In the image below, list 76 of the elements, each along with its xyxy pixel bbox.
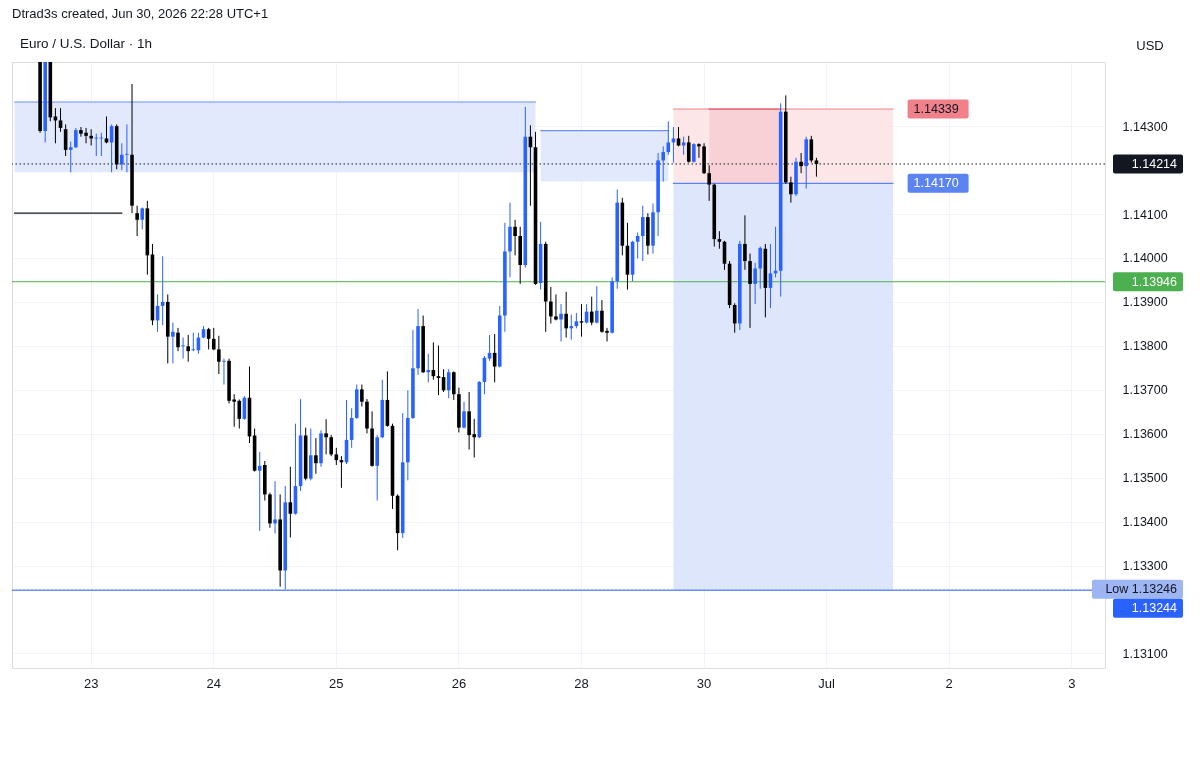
candlestick: [426, 353, 431, 383]
chart-title: Euro / U.S. Dollar · 1h: [20, 36, 153, 51]
candlestick: [68, 141, 73, 173]
candlestick: [436, 344, 441, 396]
ref-line-label: 1.13244: [1131, 601, 1178, 616]
candlestick: [452, 370, 456, 401]
y-tick-label: 1.14000: [1122, 251, 1168, 266]
x-tick-label: 30: [696, 675, 712, 691]
y-tick-label: 1.14100: [1122, 207, 1168, 222]
candlestick: [554, 293, 558, 321]
candlestick: [360, 384, 364, 408]
x-tick-label: Jul: [818, 675, 836, 691]
data-label: 1.14339: [913, 102, 959, 117]
candlestick: [186, 334, 191, 363]
ref-line-label: 1.14214: [1131, 156, 1178, 171]
candlestick: [789, 176, 793, 204]
candlestick: [181, 337, 185, 360]
y-tick-label: 1.13100: [1122, 647, 1168, 661]
candlestick: [191, 332, 196, 352]
candlestick: [595, 285, 599, 324]
candlestick: [513, 219, 517, 256]
y-tick-label: 1.13700: [1122, 383, 1168, 398]
candlestick: [125, 123, 129, 173]
candlestick: [661, 145, 665, 183]
ref-line-label: 1.13946: [1131, 274, 1178, 289]
y-tick-label: 1.13800: [1122, 339, 1168, 354]
x-tick-label: 25: [329, 675, 344, 691]
candlestick: [549, 286, 553, 324]
x-tick-label: 2: [945, 675, 953, 691]
y-tick-label: 1.13300: [1122, 559, 1168, 574]
text: Dtrad3s created, Jun 30, 2026 22:28 UTC+1: [12, 6, 269, 21]
ref-line-label: Low 1.13246: [1105, 582, 1178, 597]
candlestick: [692, 142, 696, 164]
x-tick-label: 3: [1068, 675, 1076, 691]
candlestick: [257, 451, 262, 532]
candlestick: [308, 428, 313, 481]
candlestick: [564, 291, 568, 339]
candlestick: [748, 253, 752, 329]
candlestick: [686, 135, 691, 164]
candlestick: [579, 303, 584, 338]
y-axis-title: USD: [1136, 38, 1164, 53]
data-label: 1.14170: [913, 176, 959, 191]
y-tick-label: 1.13600: [1122, 427, 1168, 442]
candlestick: [799, 152, 803, 174]
candlestick: [753, 262, 757, 305]
candlestick: [135, 205, 139, 237]
candlestick: [329, 434, 334, 457]
y-tick-label: 1.13400: [1122, 515, 1168, 530]
x-tick-label: 26: [451, 675, 467, 691]
candlestick: [120, 142, 124, 171]
candlestick: [140, 206, 145, 230]
candlestick: [314, 437, 318, 475]
candlestick: [707, 164, 711, 202]
candlestick: [273, 480, 277, 535]
x-tick-label: 28: [574, 675, 589, 691]
candlestick: [743, 214, 747, 271]
candlestick: [211, 327, 216, 351]
x-tick-label: 23: [83, 675, 99, 691]
candlestick: [559, 303, 563, 342]
candlestick: [74, 127, 78, 149]
candlestick: [176, 327, 180, 352]
candlestick: [217, 335, 221, 375]
candlestick: [222, 358, 226, 386]
y-tick-label: 1.13500: [1122, 471, 1168, 486]
x-tick-label: 24: [206, 675, 221, 691]
candlestick: [171, 322, 175, 364]
candlestick: [814, 157, 819, 178]
candlestick: [462, 401, 466, 429]
candlestick: [324, 418, 328, 455]
candlestick: [697, 142, 701, 159]
y-tick-label: 1.13900: [1122, 295, 1168, 310]
candlestick: [758, 246, 763, 290]
candlestick: [640, 205, 645, 262]
candlestick: [569, 314, 574, 341]
y-tick-label: 1.14300: [1122, 119, 1168, 134]
candlestick: [732, 302, 737, 334]
